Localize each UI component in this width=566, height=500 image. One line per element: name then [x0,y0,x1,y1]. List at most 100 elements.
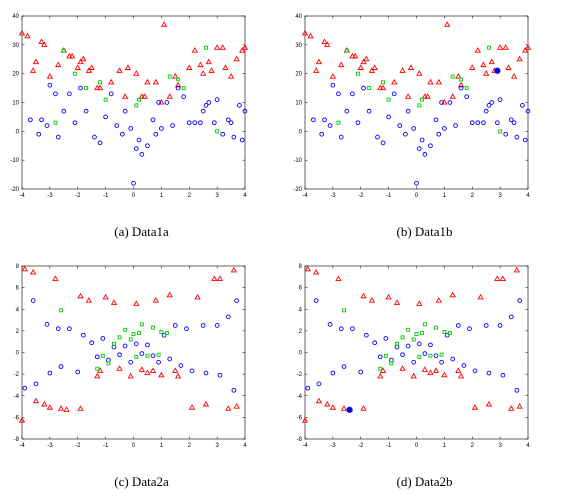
triangle-point [186,64,193,70]
circle-point [416,146,422,151]
triangle-point [24,32,31,39]
circle-point [520,103,525,108]
square-point [73,71,77,76]
circle-point [419,137,425,143]
y-tick-label: 6 [16,286,20,292]
triangle-point [329,404,337,410]
panel-data2b: -4 -3 -2 -1 0 1 2 3 4 -8 -6 -4 -2 0 2 4 6 8 (d) Data2b [283,250,566,500]
x-tick-label: -1 [386,193,392,199]
y-tick-label: 4 [299,307,303,313]
square-point [61,48,66,53]
circle-point [447,100,453,105]
triangle-point [144,369,151,376]
square-point [422,322,427,327]
triangle-point [77,58,84,65]
circle-point [322,117,327,123]
circle-point [200,108,206,114]
triangle-point [449,291,456,298]
caption-data1b: (b) Data1b [396,224,453,239]
circle-point [78,85,83,91]
triangle-point [57,405,65,411]
y-tick-label: 0 [16,129,20,135]
circle-point [433,353,439,359]
x-tick-label: -2 [75,193,81,199]
triangle-point [416,70,423,76]
triangle-point [85,297,93,303]
triangle-point [399,365,406,371]
circle-point [67,326,72,332]
square-point [139,322,144,327]
square-point [84,86,89,91]
triangle-point [480,61,487,68]
triangle-point [172,367,179,373]
triangle-point [172,73,179,79]
circle-point [486,103,492,108]
square-point [159,330,164,334]
circle-point [156,100,161,105]
circle-point [391,91,397,97]
triangle-point [477,293,484,300]
circle-point [159,126,164,131]
triangle-point [329,73,337,79]
y-tick-label: 6 [299,286,303,292]
square-point [420,97,425,102]
circle-point [433,117,439,123]
x-tick-label: -3 [330,443,336,449]
triangle-point [233,55,240,62]
circle-point [47,82,53,88]
circle-point [313,298,319,303]
square-point [112,341,116,346]
triangle-point [502,44,509,50]
circle-point [150,117,156,123]
triangle-point [407,64,415,70]
circle-point [122,108,128,114]
circle-point [377,354,383,360]
y-tick-label: 4 [16,307,20,313]
circle-point [483,108,489,114]
circle-point [211,120,217,126]
triangle-point [149,367,157,373]
circle-point [172,323,178,328]
circle-point [200,323,206,328]
x-tick-label: 1 [160,443,164,449]
circle-point [128,359,134,365]
circle-point [489,100,495,105]
y-tick-label: 40 [12,14,19,20]
square-point [439,352,444,357]
square-point [389,361,394,366]
highlighted-point [346,406,353,413]
triangle-point [138,366,146,372]
triangle-point [357,64,364,70]
circle-point [117,352,122,358]
circle-point [242,108,248,114]
square-point [450,74,455,79]
circle-point [475,120,481,126]
circle-point [344,108,350,114]
triangle-point [21,265,28,272]
triangle-point [205,58,212,65]
circle-point [508,314,514,320]
circle-point [237,103,242,108]
circle-point [184,326,189,332]
x-tick-label: 4 [243,193,247,199]
x-tick-label: -3 [47,443,53,449]
triangle-point [46,73,54,79]
circle-point [330,370,336,376]
triangle-point [52,275,59,282]
circle-point [44,123,50,128]
circle-point [386,114,391,120]
y-tick-label: 2 [299,329,303,335]
square-point [378,366,383,371]
triangle-point [399,67,406,73]
triangle-point [241,44,249,50]
triangle-point [457,372,465,379]
y-tick-label: -6 [14,415,20,421]
panel-data2a: -4 -3 -2 -1 0 1 2 3 4 -8 -6 -4 -2 0 2 4 6 8 (c) Data2a [0,250,283,500]
x-tick-label: 2 [471,193,475,199]
circle-point [28,117,33,123]
square-point [464,86,469,91]
x-tick-label: -1 [103,193,109,199]
circle-point [355,120,361,126]
square-point [137,331,142,335]
